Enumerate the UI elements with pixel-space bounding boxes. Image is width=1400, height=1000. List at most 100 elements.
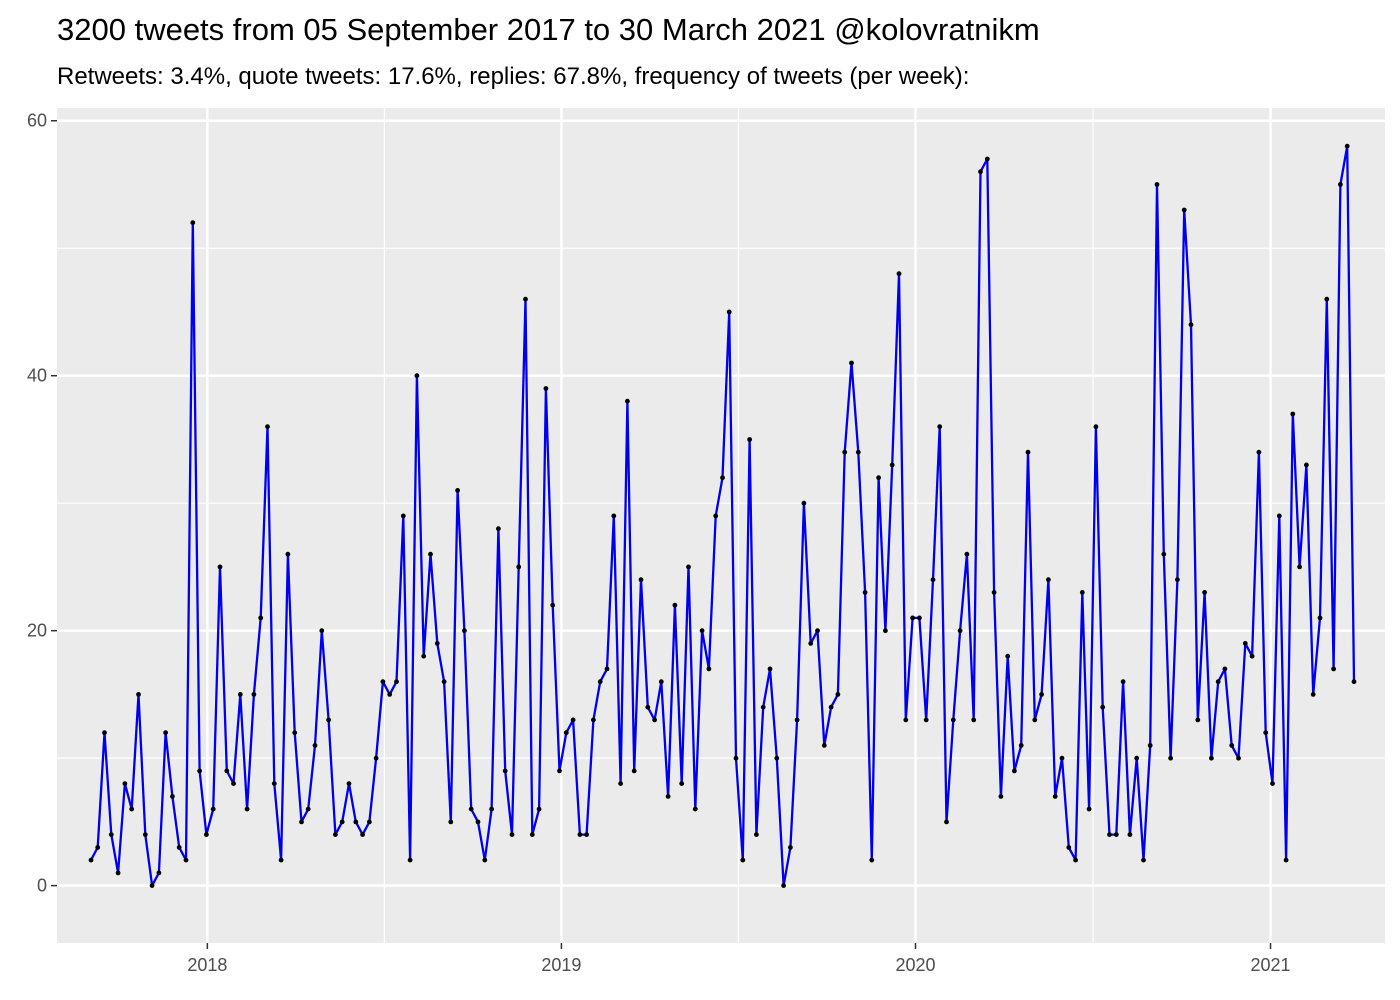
data-point	[367, 819, 372, 825]
data-point	[496, 526, 501, 532]
data-point	[529, 832, 535, 837]
data-point	[944, 819, 949, 825]
data-point	[1127, 832, 1133, 837]
data-point	[1039, 692, 1044, 697]
data-point	[468, 806, 474, 812]
data-point	[319, 628, 325, 634]
data-point	[625, 398, 630, 404]
data-point	[1276, 513, 1282, 519]
data-point	[686, 564, 691, 570]
data-point	[1229, 743, 1235, 748]
data-point	[1202, 590, 1207, 595]
data-point	[984, 156, 990, 162]
data-point	[1304, 462, 1309, 468]
data-point	[400, 513, 406, 519]
data-point	[1310, 692, 1316, 697]
data-point	[129, 806, 135, 812]
data-point	[149, 883, 155, 888]
data-point	[278, 857, 284, 863]
data-point	[407, 857, 413, 863]
data-point	[835, 692, 841, 697]
data-point	[774, 755, 780, 761]
data-point	[210, 806, 216, 812]
data-point	[122, 781, 128, 786]
data-point	[733, 755, 739, 761]
data-point	[163, 730, 169, 736]
data-point	[299, 819, 304, 825]
data-point	[434, 641, 440, 646]
data-point	[1086, 806, 1092, 812]
data-point	[1161, 551, 1167, 557]
data-point	[244, 806, 250, 812]
chart-subtitle: Retweets: 3.4%, quote tweets: 17.6%, rep…	[57, 63, 970, 90]
data-point	[665, 794, 671, 799]
data-point	[373, 755, 379, 761]
y-tick-label: 60	[27, 111, 47, 131]
data-point	[305, 806, 311, 812]
data-point	[964, 551, 970, 557]
data-point	[1154, 182, 1160, 187]
data-point	[788, 845, 793, 850]
data-point	[1344, 143, 1350, 149]
data-point	[441, 679, 447, 685]
data-point	[108, 832, 114, 837]
data-point	[713, 513, 719, 519]
data-point	[1263, 730, 1269, 736]
data-point	[88, 857, 94, 863]
data-point	[204, 832, 209, 837]
data-point	[1181, 207, 1187, 213]
data-point	[231, 781, 236, 786]
data-point	[679, 781, 685, 786]
data-point	[1113, 832, 1119, 837]
data-point	[1100, 704, 1106, 710]
data-point	[917, 615, 922, 621]
data-point	[251, 692, 257, 697]
data-point	[428, 551, 433, 557]
data-point	[930, 577, 936, 583]
data-point	[1052, 794, 1058, 799]
data-point	[794, 717, 800, 723]
data-point	[808, 641, 814, 646]
data-point	[1012, 768, 1017, 774]
data-point	[448, 819, 454, 825]
data-point	[237, 692, 243, 697]
data-point	[346, 781, 352, 786]
data-point	[584, 832, 589, 837]
data-point	[536, 806, 542, 812]
data-point	[611, 513, 617, 519]
data-point	[923, 717, 929, 723]
data-point	[1256, 449, 1262, 455]
data-point	[1249, 653, 1255, 659]
data-point	[652, 717, 657, 723]
data-point	[136, 692, 141, 697]
data-point	[1317, 615, 1323, 621]
data-point	[842, 449, 848, 455]
data-point	[1188, 322, 1194, 328]
y-tick-label: 40	[27, 366, 47, 386]
data-point	[699, 628, 705, 634]
data-point	[638, 577, 644, 583]
data-point	[1195, 717, 1201, 723]
data-point	[978, 169, 983, 175]
data-point	[326, 717, 331, 723]
data-point	[577, 832, 583, 837]
data-point	[102, 730, 107, 736]
data-point	[1270, 781, 1275, 786]
data-point	[937, 424, 943, 430]
data-point	[645, 704, 651, 710]
data-point	[516, 564, 522, 570]
data-point	[876, 475, 881, 481]
data-point	[312, 743, 318, 748]
data-point	[883, 628, 888, 634]
data-point	[706, 666, 712, 672]
data-point	[1025, 449, 1031, 455]
data-point	[950, 717, 956, 723]
data-point	[1175, 577, 1180, 583]
data-point	[557, 768, 562, 774]
data-point	[855, 449, 861, 455]
data-point	[869, 857, 875, 863]
data-point	[910, 615, 915, 621]
data-point	[747, 437, 752, 442]
data-point	[903, 717, 909, 723]
